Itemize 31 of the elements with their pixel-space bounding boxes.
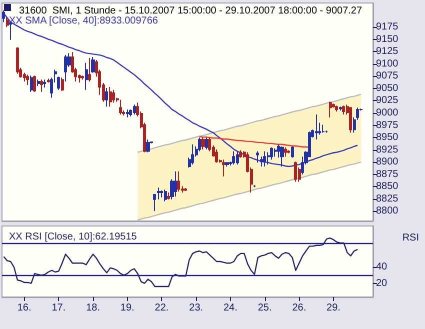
y-axis-title: RSI <box>402 232 419 244</box>
y-tick-label: 8925 <box>376 144 399 156</box>
x-tick-label: 16. <box>17 302 32 314</box>
y-tick-label: 8900 <box>376 156 399 168</box>
x-tick-label: 25. <box>258 302 272 314</box>
x-tick-label: 17. <box>52 302 66 314</box>
chart-title: 31600 SMI, 1 Stunde - 15.10.2007 15:00:00 - 29.10.2007 18:00:00 - 9007.27 <box>19 6 362 16</box>
x-tick-label: 26. <box>292 302 306 314</box>
y-tick-label: 20 <box>376 278 388 289</box>
y-tick-label: 9125 <box>376 46 399 58</box>
y-tick-label: 8875 <box>376 168 399 180</box>
y-tick-label: 40 <box>376 262 388 273</box>
y-tick-label: 8950 <box>376 132 399 144</box>
y-tick-label: 9025 <box>376 95 399 106</box>
y-tick-label: 9075 <box>376 70 399 82</box>
series-label: XX RSI [Close, 10]:62.19515 <box>9 232 138 242</box>
x-tick-label: 22. <box>154 302 169 314</box>
y-tick-label: 8850 <box>376 181 399 192</box>
y-tick-label: 9175 <box>376 22 399 33</box>
x-tick-label: 24. <box>223 302 238 314</box>
x-tick-label: 23. <box>189 302 204 314</box>
y-tick-label: 9000 <box>376 107 399 118</box>
x-tick-label: 19. <box>120 302 134 314</box>
y-tick-label: 9150 <box>376 34 399 45</box>
y-tick-label: 9050 <box>376 82 399 94</box>
y-tick-label: 8825 <box>376 193 399 204</box>
y-tick-label: 8975 <box>376 120 399 131</box>
x-tick-label: 29. <box>326 302 340 314</box>
x-tick-label: 18. <box>86 302 100 314</box>
y-tick-label: 8800 <box>376 206 399 217</box>
y-tick-label: 9100 <box>376 58 399 70</box>
